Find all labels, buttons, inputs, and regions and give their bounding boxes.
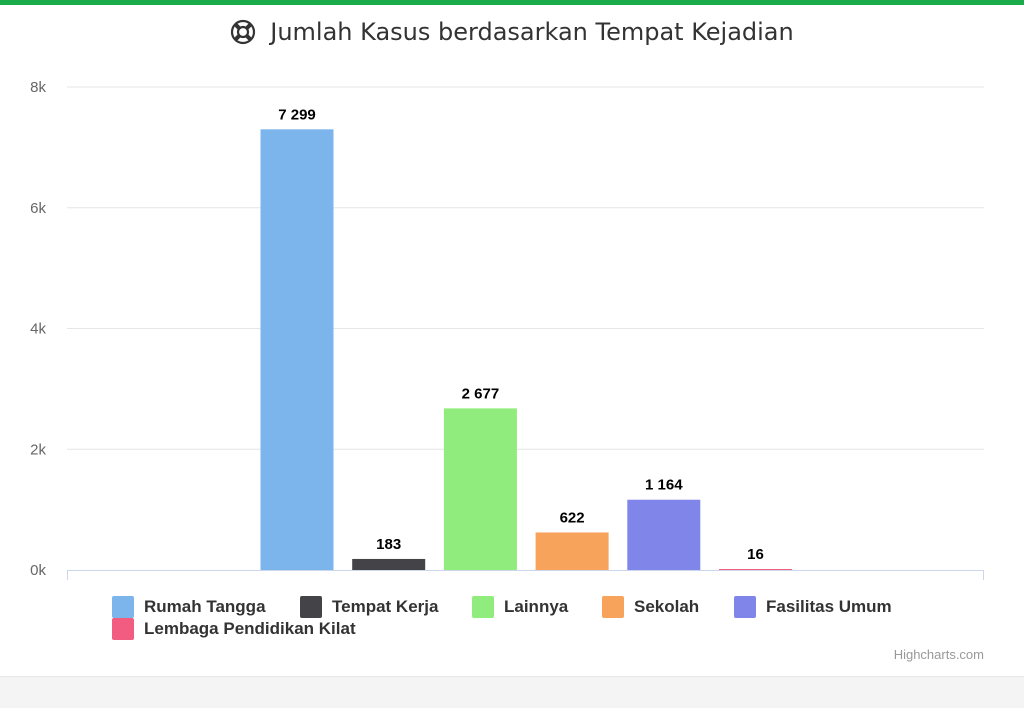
credits-link[interactable]: Highcharts.com (893, 647, 984, 662)
legend-swatch (472, 596, 494, 618)
legend-label: Lembaga Pendidikan Kilat (144, 619, 356, 638)
legend-item-lainnya[interactable]: Lainnya (472, 596, 602, 618)
x-axis (67, 570, 984, 580)
legend-label: Lainnya (504, 597, 569, 616)
data-label: 622 (560, 509, 585, 526)
bar-tempat-kerja[interactable] (352, 558, 426, 570)
y-tick-label: 8k (30, 79, 46, 96)
gridlines (67, 86, 984, 450)
y-tick-label: 0k (30, 562, 46, 579)
legend-swatch (602, 596, 624, 618)
data-label: 1 164 (645, 477, 683, 494)
legend-swatch (112, 596, 134, 618)
legend-item-sekolah[interactable]: Sekolah (602, 596, 734, 618)
data-label: 2 677 (462, 385, 500, 402)
data-label: 7 299 (278, 106, 316, 123)
legend-item-lembaga-pendidikan-kilat[interactable]: Lembaga Pendidikan Kilat (112, 618, 412, 640)
legend-swatch (734, 596, 756, 618)
data-label: 183 (376, 536, 401, 553)
legend-row: Lembaga Pendidikan Kilat (112, 618, 932, 640)
legend-label: Fasilitas Umum (766, 597, 892, 616)
bar-sekolah[interactable] (535, 532, 609, 570)
y-tick-label: 2k (30, 441, 46, 458)
life-ring-icon (231, 19, 256, 45)
top-accent-border (0, 0, 1024, 5)
legend-swatch (112, 618, 134, 640)
data-label: 16 (747, 546, 764, 563)
legend-label: Tempat Kerja (332, 597, 439, 616)
bar-rumah-tangga[interactable] (260, 129, 334, 570)
bar-fasilitas-umum[interactable] (627, 499, 701, 570)
legend-swatch (300, 596, 322, 618)
y-tick-label: 6k (30, 200, 46, 217)
chart-title: Jumlah Kasus berdasarkan Tempat Kejadian (0, 14, 1024, 50)
bars (260, 129, 792, 570)
legend-item-tempat-kerja[interactable]: Tempat Kerja (300, 596, 472, 618)
legend-row: Rumah Tangga Tempat Kerja Lainnya Sekolah Fa… (112, 596, 932, 618)
chart-title-text: Jumlah Kasus berdasarkan Tempat Kejadian (270, 18, 794, 46)
legend: Rumah Tangga Tempat Kerja Lainnya Sekolah Fa… (112, 596, 932, 640)
legend-item-fasilitas-umum[interactable]: Fasilitas Umum (734, 596, 919, 618)
y-axis-ticks: 0k 2k 4k 6k 8k (30, 79, 46, 579)
bar-lembaga-pendidikan-kilat[interactable] (719, 569, 792, 570)
legend-label: Rumah Tangga (144, 597, 266, 616)
legend-label: Sekolah (634, 597, 700, 616)
data-labels: 7 299 183 2 677 622 1 164 16 (277, 105, 766, 565)
bottom-strip (0, 676, 1024, 708)
y-tick-label: 4k (30, 321, 46, 338)
bar-lainnya[interactable] (443, 408, 517, 570)
legend-item-rumah-tangga[interactable]: Rumah Tangga (112, 596, 300, 618)
